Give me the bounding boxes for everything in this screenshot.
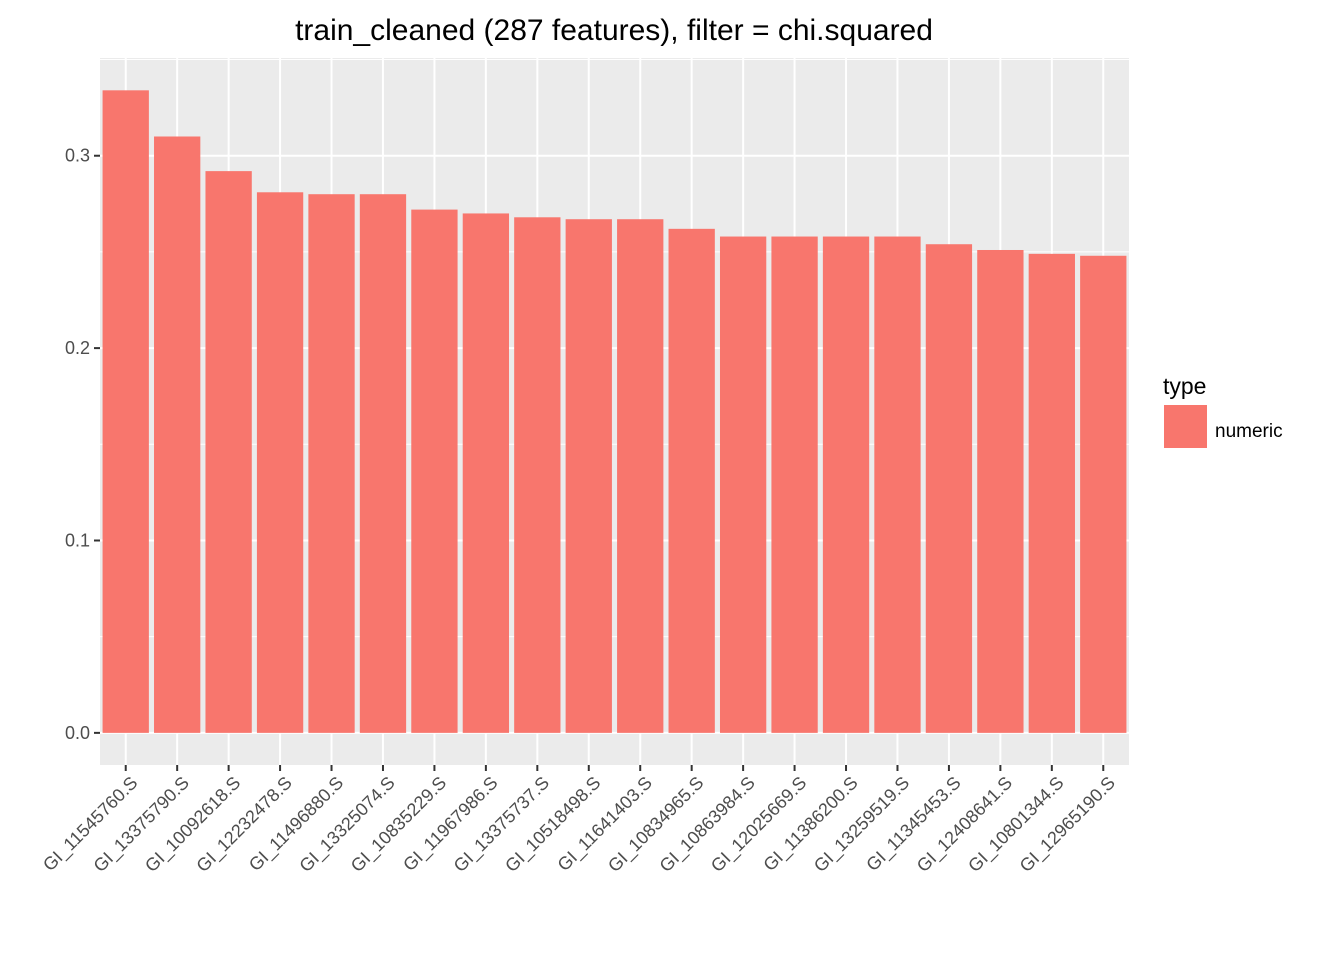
bar-GI_12025669.S xyxy=(771,236,818,733)
bar-GI_10863984.S xyxy=(719,236,767,733)
bar-GI_12965190.S xyxy=(1080,255,1127,733)
bar-GI_11545760.S xyxy=(102,90,149,733)
bar-GI_10834965.S xyxy=(668,228,715,733)
bar-GI_11496880.S xyxy=(308,194,355,733)
legend-label-numeric: numeric xyxy=(1215,421,1283,442)
bar-GI_13375790.S xyxy=(154,136,201,733)
bar-GI_13325074.S xyxy=(359,194,407,733)
legend-title: type xyxy=(1163,373,1206,399)
chart-title: train_cleaned (287 features), filter = c… xyxy=(295,14,933,47)
bar-GI_11345453.S xyxy=(925,244,973,733)
bar-GI_10092618.S xyxy=(205,171,252,733)
y-tick-label: 0.3 xyxy=(65,146,90,166)
x-tick-label: GI_12965190.S xyxy=(1016,773,1120,877)
y-tick-label: 0.2 xyxy=(65,338,90,358)
legend: type numeric xyxy=(1163,373,1283,448)
bar-GI_10835229.S xyxy=(411,209,458,733)
x-axis: GI_11545760.SGI_13375790.SGI_10092618.SG… xyxy=(39,765,1120,877)
y-tick-label: 0.1 xyxy=(65,530,90,550)
bars xyxy=(102,90,1127,733)
y-tick-label: 0.0 xyxy=(65,723,90,743)
plot-panel xyxy=(100,58,1129,765)
legend-key-numeric xyxy=(1164,405,1207,448)
bar-GI_13375737.S xyxy=(514,217,561,733)
bar-GI_11967986.S xyxy=(462,213,510,733)
bar-GI_11386200.S xyxy=(822,236,870,733)
y-axis: 0.0 0.1 0.2 0.3 xyxy=(65,146,100,743)
bar-GI_12408641.S xyxy=(977,249,1024,733)
bar-GI_10801344.S xyxy=(1028,253,1075,733)
bar-GI_12232478.S xyxy=(256,192,304,733)
bar-GI_13259519.S xyxy=(874,236,921,733)
bar-GI_11641403.S xyxy=(617,219,664,733)
bar-GI_10518498.S xyxy=(565,219,612,733)
